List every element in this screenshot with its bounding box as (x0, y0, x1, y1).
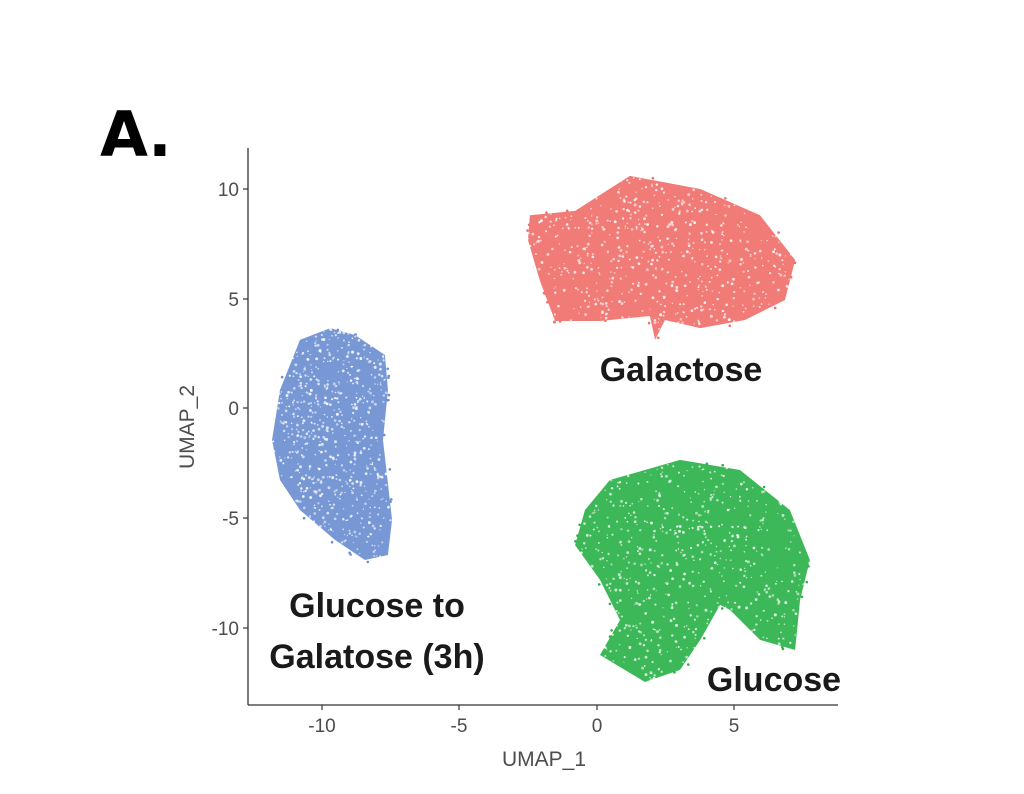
x-axis-ticks: -10 -5 0 5 (308, 705, 739, 737)
label-galactose: Galactose (600, 351, 763, 389)
label-glucose-to-galatose-line2: Galatose (3h) (269, 638, 484, 676)
y-tick-label: -10 (212, 619, 239, 640)
y-tick-label: 5 (228, 290, 239, 311)
x-axis-title: UMAP_1 (502, 748, 586, 771)
y-tick-label: 10 (218, 180, 239, 201)
label-glucose-to-galatose-line1: Glucose to (289, 587, 465, 625)
x-tick-label: 0 (592, 716, 603, 737)
cluster-glucose-to-galatose (272, 327, 393, 564)
y-tick-label: -5 (222, 509, 239, 530)
clusters (272, 175, 810, 682)
x-tick-label: 5 (729, 716, 740, 737)
y-tick-label: 0 (228, 399, 239, 420)
y-axis-ticks: 10 5 0 -5 -10 (212, 180, 248, 640)
cluster-glucose (574, 459, 810, 682)
cluster-galactose (526, 175, 797, 340)
x-tick-label: -5 (451, 716, 468, 737)
x-tick-label: -10 (308, 716, 335, 737)
y-axis-title: UMAP_2 (176, 385, 199, 469)
label-glucose: Glucose (707, 661, 841, 699)
panel-label: A. (100, 98, 172, 171)
